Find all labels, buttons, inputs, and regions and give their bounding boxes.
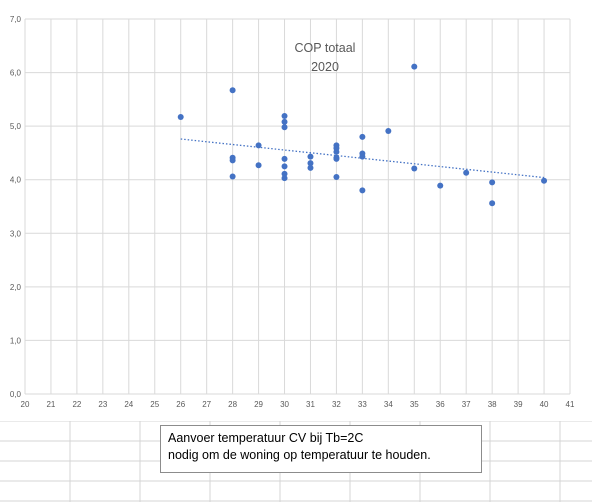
data-point bbox=[333, 148, 340, 155]
chart-subtitle: 2020 bbox=[311, 60, 339, 74]
data-point bbox=[541, 177, 548, 184]
x-tick-label: 22 bbox=[72, 400, 81, 409]
x-tick-label: 30 bbox=[280, 400, 289, 409]
data-point bbox=[307, 160, 314, 167]
data-point bbox=[281, 112, 288, 119]
data-point bbox=[359, 133, 366, 140]
x-tick-label: 31 bbox=[306, 400, 315, 409]
x-tick-label: 27 bbox=[202, 400, 211, 409]
data-point bbox=[307, 164, 314, 171]
data-point bbox=[411, 63, 418, 70]
x-tick-label: 26 bbox=[176, 400, 185, 409]
y-tick-label: 3,0 bbox=[10, 229, 22, 238]
x-tick-label: 24 bbox=[124, 400, 133, 409]
data-point bbox=[463, 169, 470, 176]
chart-title: COP totaal bbox=[295, 41, 356, 55]
gridlines bbox=[24, 18, 571, 395]
data-point bbox=[385, 127, 392, 134]
x-tick-label: 21 bbox=[46, 400, 55, 409]
y-tick-label: 2,0 bbox=[10, 283, 22, 292]
data-point bbox=[437, 182, 444, 189]
data-point bbox=[281, 163, 288, 170]
x-tick-label: 25 bbox=[150, 400, 159, 409]
data-point bbox=[359, 187, 366, 194]
data-point bbox=[281, 170, 288, 177]
data-point bbox=[229, 157, 236, 164]
data-point bbox=[229, 87, 236, 94]
data-point bbox=[489, 179, 496, 186]
data-point bbox=[359, 153, 366, 160]
data-point bbox=[281, 175, 288, 182]
x-tick-label: 28 bbox=[228, 400, 237, 409]
data-point bbox=[255, 162, 262, 169]
caption-text-box: Aanvoer temperatuur CV bij Tb=2C nodig o… bbox=[160, 425, 482, 473]
data-point bbox=[489, 200, 496, 207]
caption-line-2: nodig om de woning op temperatuur te hou… bbox=[168, 448, 431, 462]
x-tick-label: 33 bbox=[358, 400, 367, 409]
chart-area bbox=[0, 0, 592, 421]
data-point bbox=[281, 124, 288, 131]
x-tick-label: 38 bbox=[488, 400, 497, 409]
data-point bbox=[411, 165, 418, 172]
x-tick-label: 35 bbox=[410, 400, 419, 409]
data-point bbox=[333, 155, 340, 162]
y-tick-label: 4,0 bbox=[10, 176, 22, 185]
data-point bbox=[255, 142, 262, 149]
x-tick-label: 34 bbox=[384, 400, 393, 409]
caption-line-1: Aanvoer temperatuur CV bij Tb=2C bbox=[168, 431, 364, 445]
data-point bbox=[333, 174, 340, 181]
x-axis-tick-labels: 20 21 22 23 24 25 26 27 28 29 30 31 32 33 34 35 36 37 38 39… bbox=[21, 400, 575, 409]
y-axis-tick-labels: 0,0 1,0 2,0 3,0 4,0 5,0 6,0 7,0 bbox=[10, 15, 22, 399]
x-tick-label: 36 bbox=[436, 400, 445, 409]
y-tick-label: 1,0 bbox=[10, 336, 22, 345]
x-tick-label: 41 bbox=[566, 400, 575, 409]
data-point bbox=[307, 153, 314, 160]
data-point bbox=[281, 155, 288, 162]
x-tick-label: 29 bbox=[254, 400, 263, 409]
data-points bbox=[177, 63, 548, 207]
x-tick-label: 32 bbox=[332, 400, 341, 409]
x-tick-label: 23 bbox=[98, 400, 107, 409]
x-tick-label: 39 bbox=[514, 400, 523, 409]
x-tick-label: 37 bbox=[462, 400, 471, 409]
x-tick-label: 40 bbox=[540, 400, 549, 409]
y-tick-label: 5,0 bbox=[10, 122, 22, 131]
data-point bbox=[177, 114, 184, 121]
y-tick-label: 7,0 bbox=[10, 15, 22, 24]
data-point bbox=[281, 118, 288, 125]
data-point bbox=[229, 173, 236, 180]
x-tick-label: 20 bbox=[21, 400, 30, 409]
y-tick-label: 0,0 bbox=[10, 390, 22, 399]
y-tick-label: 6,0 bbox=[10, 69, 22, 78]
